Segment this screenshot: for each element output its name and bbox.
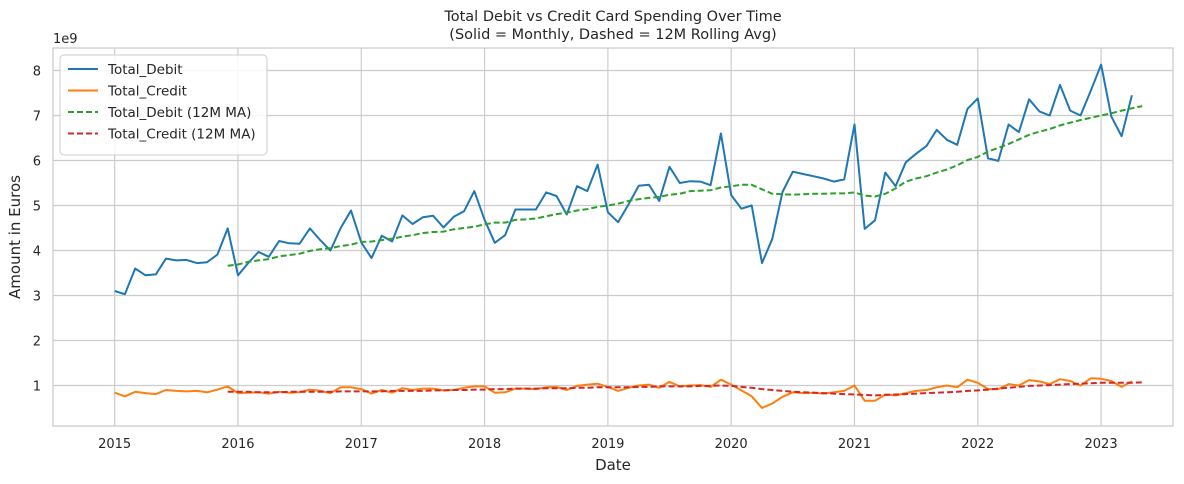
x-tick-label: 2022 [961,437,994,452]
x-tick-label: 2015 [98,437,131,452]
x-tick-label: 2021 [838,437,871,452]
x-tick-label: 2018 [468,437,501,452]
y-tick-label: 8 [33,65,41,80]
chart-title: Total Debit vs Credit Card Spending Over… [443,9,781,25]
legend: Total_Debit Total_Credit Total_Debit (12M … [59,54,268,156]
legend-entry-label: Total_Credit [107,84,187,100]
x-tick-label: 2019 [591,437,624,452]
series-line-total-credit-12m-ma [227,381,1143,397]
y-tick-label: 2 [33,335,41,350]
y-tick-label: 7 [33,110,41,125]
y-tick-label: 1 [33,380,41,395]
legend-entry-label: Total_Credit (12M MA) [107,127,256,143]
legend-entry-label: Total_Debit (12M MA) [107,105,251,121]
legend-box [59,54,268,156]
x-tick-label: 2016 [221,437,254,452]
chart-subtitle: (Solid = Monthly, Dashed = 12M Rolling A… [449,27,776,43]
y-axis-label: Amount in Euros [6,175,24,299]
series-line-total-debit [114,63,1133,296]
y-offset-label: 1e9 [53,32,78,47]
series-layer [114,63,1143,409]
y-tick-label: 3 [33,290,41,305]
x-tick-label: 2017 [345,437,378,452]
y-tick-label: 6 [33,155,41,170]
y-tick-label: 5 [33,200,41,215]
x-axis-label: Date [595,456,631,474]
plot-frame [52,47,1174,427]
tick-labels: 2015 2016 2017 2018 2019 2020 2021 2022 2023 1 2 3 4… [33,65,1118,453]
x-tick-label: 2023 [1085,437,1118,452]
y-tick-label: 4 [33,245,41,260]
series-line-total-debit-12m-ma [227,105,1143,267]
legend-entry-label: Total_Debit [107,62,183,78]
x-tick-label: 2020 [715,437,748,452]
